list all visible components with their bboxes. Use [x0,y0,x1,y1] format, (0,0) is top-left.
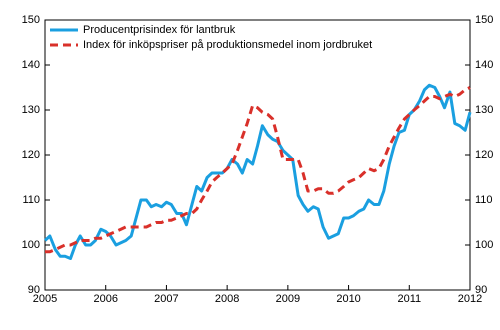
legend-label: Producentprisindex för lantbruk [83,24,236,36]
y2-tick-label: 120 [475,149,493,161]
x-tick-label: 2010 [336,293,360,305]
y-tick-label: 130 [22,104,40,116]
series-line [45,86,471,254]
x-tick-label: 2008 [215,293,239,305]
x-tick-label: 2011 [397,293,421,305]
y-tick-label: 150 [22,14,40,26]
x-tick-label: 2009 [276,293,300,305]
x-tick-label: 2012 [458,293,482,305]
series-line [43,83,472,260]
y-tick-label: 110 [22,194,40,206]
y-tick-label: 90 [28,284,40,296]
legend-label: Index för inköpspriser på produktionsmed… [83,39,372,51]
y2-tick-label: 100 [475,239,493,251]
y-tick-label: 120 [22,149,40,161]
plot-frame [44,19,471,291]
y-tick-label: 100 [22,239,40,251]
x-tick-label: 2006 [93,293,117,305]
y-tick-label: 140 [22,59,40,71]
x-tick-label: 2007 [154,293,178,305]
y2-tick-label: 150 [475,14,493,26]
x-tick-label: 2005 [33,293,57,305]
y2-tick-label: 140 [475,59,493,71]
y2-tick-label: 110 [475,194,493,206]
y2-tick-label: 130 [475,104,493,116]
y2-tick-label: 90 [475,284,487,296]
